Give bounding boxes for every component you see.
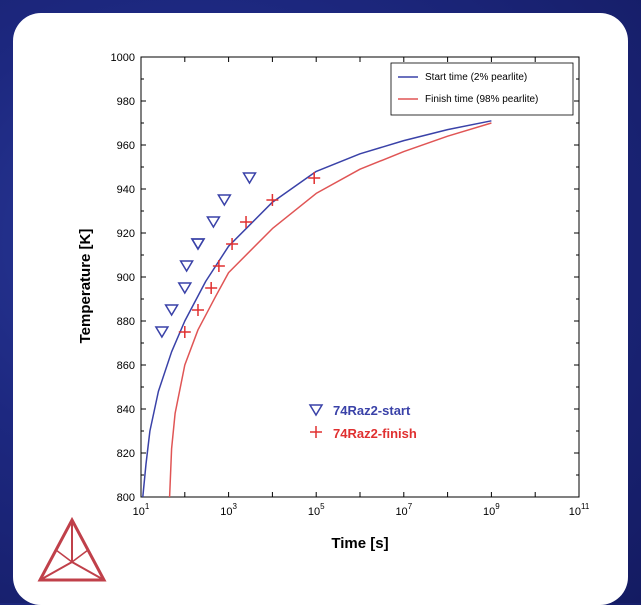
x-tick-label: 107 bbox=[395, 502, 412, 518]
y-tick-label: 860 bbox=[117, 360, 135, 372]
x-tick-exponent: 3 bbox=[232, 502, 237, 511]
y-tick-label: 840 bbox=[117, 404, 135, 416]
y-tick-label: 920 bbox=[117, 228, 135, 240]
x-tick-label: 105 bbox=[308, 502, 325, 518]
x-tick-base: 10 bbox=[569, 506, 581, 518]
finish-time-curve bbox=[168, 122, 492, 498]
x-tick-base: 10 bbox=[483, 506, 495, 518]
x-tick-label: 1011 bbox=[569, 502, 590, 518]
marker-legend-start-label: 74Raz2-start bbox=[333, 403, 411, 418]
start-marker bbox=[164, 304, 179, 317]
start-time-curve bbox=[142, 120, 492, 498]
x-tick-label: 101 bbox=[133, 502, 150, 518]
x-tick-base: 10 bbox=[133, 506, 145, 518]
y-tick-label: 800 bbox=[117, 492, 135, 504]
finish-marker bbox=[191, 304, 204, 316]
start-marker bbox=[206, 216, 221, 229]
x-tick-base: 10 bbox=[308, 506, 320, 518]
x-tick-exponent: 1 bbox=[145, 502, 150, 511]
y-tick-label: 1000 bbox=[111, 52, 135, 64]
start-marker bbox=[179, 260, 194, 273]
marker-legend-finish-symbol bbox=[310, 426, 322, 438]
marker-legend-start-symbol bbox=[308, 404, 324, 417]
finish-marker bbox=[308, 172, 321, 184]
thermo-calc-logo bbox=[37, 516, 107, 582]
y-tick-label: 940 bbox=[117, 184, 135, 196]
start-marker bbox=[242, 172, 257, 185]
marker-legend-finish-label: 74Raz2-finish bbox=[333, 426, 417, 441]
finish-marker bbox=[240, 216, 253, 228]
start-marker bbox=[190, 238, 206, 251]
x-tick-exponent: 9 bbox=[495, 502, 500, 511]
x-tick-base: 10 bbox=[220, 506, 232, 518]
x-tick-exponent: 5 bbox=[320, 502, 325, 511]
start-marker bbox=[190, 238, 206, 251]
start-marker bbox=[177, 282, 193, 295]
x-tick-label: 103 bbox=[220, 502, 237, 518]
x-axis-label: Time [s] bbox=[331, 535, 388, 552]
finish-marker bbox=[205, 282, 218, 294]
legend: Start time (2% pearlite) Finish time (98… bbox=[390, 62, 574, 116]
marker-legend: 74Raz2-start 74Raz2-finish bbox=[308, 403, 417, 441]
y-tick-label: 880 bbox=[117, 316, 135, 328]
finish-marker bbox=[212, 260, 225, 272]
x-tick-exponent: 11 bbox=[581, 502, 590, 511]
x-tick-base: 10 bbox=[395, 506, 407, 518]
x-tick-exponent: 7 bbox=[408, 502, 413, 511]
start-marker bbox=[217, 194, 232, 207]
y-tick-label: 980 bbox=[117, 96, 135, 108]
legend-box bbox=[390, 62, 574, 116]
y-axis-label: Temperature [K] bbox=[77, 229, 94, 344]
legend-start-label: Start time (2% pearlite) bbox=[425, 72, 527, 83]
y-tick-label: 960 bbox=[117, 140, 135, 152]
finish-marker bbox=[266, 194, 279, 206]
x-tick-label: 109 bbox=[483, 502, 500, 518]
finish-marker bbox=[226, 238, 239, 250]
legend-finish-label: Finish time (98% pearlite) bbox=[425, 94, 538, 105]
y-tick-label: 900 bbox=[117, 272, 135, 284]
finish-marker bbox=[178, 326, 191, 338]
y-tick-label: 820 bbox=[117, 448, 135, 460]
start-marker bbox=[154, 326, 170, 339]
